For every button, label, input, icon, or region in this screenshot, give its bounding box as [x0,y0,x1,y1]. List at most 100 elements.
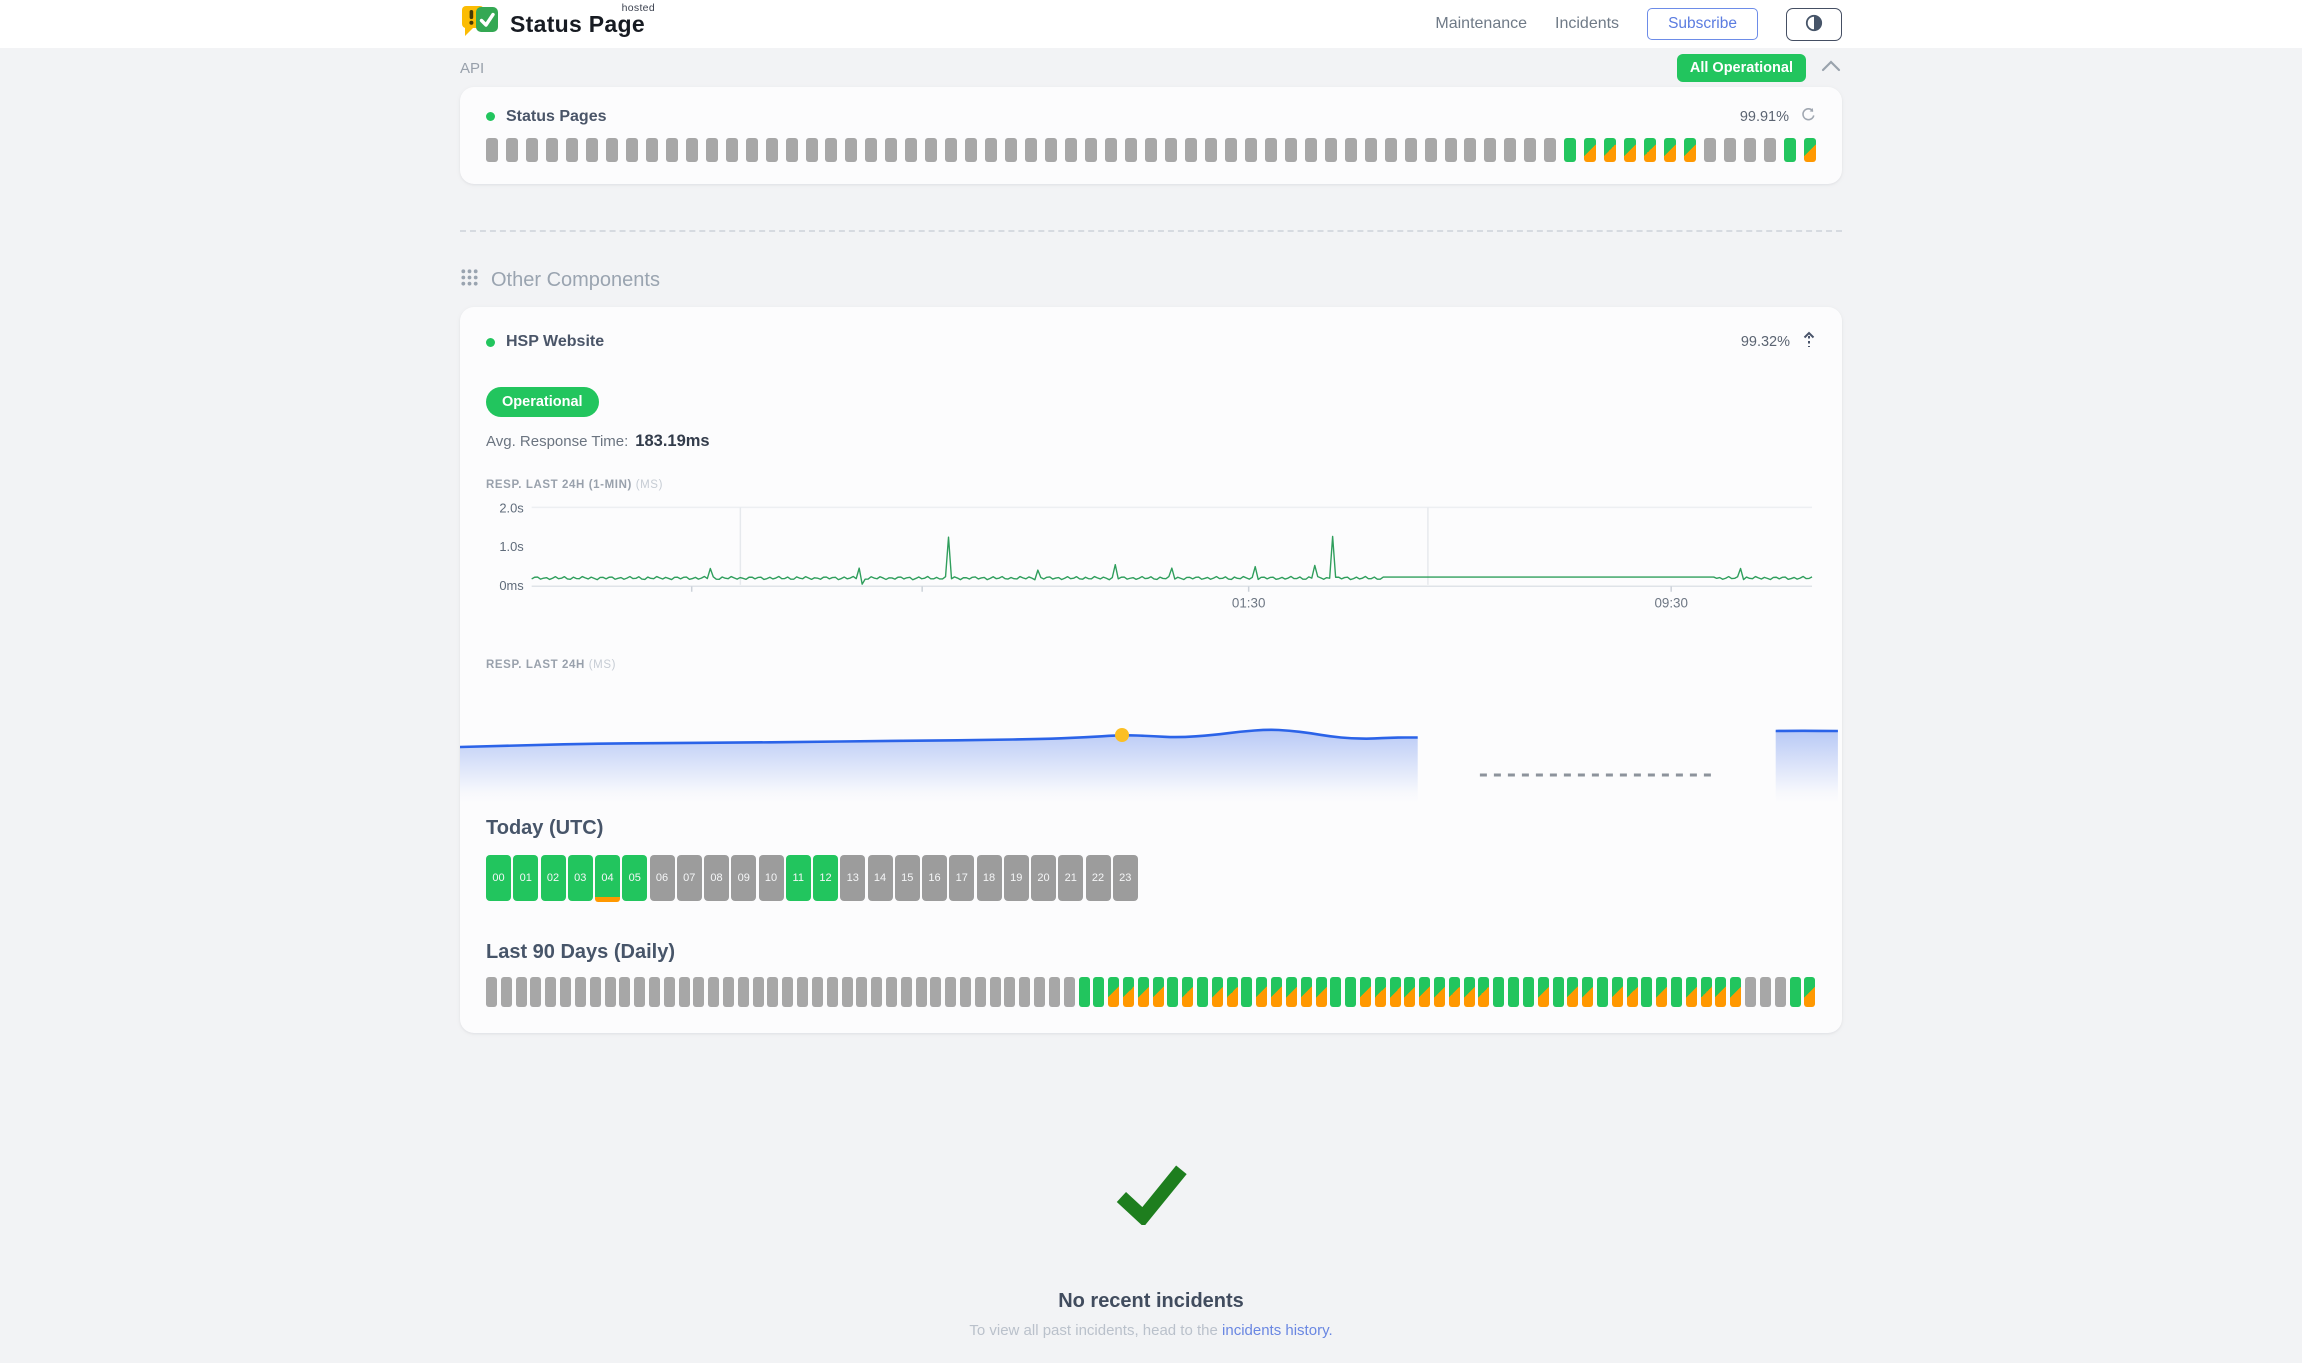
daily-uptime-bar[interactable] [1256,977,1268,1007]
hour-block[interactable]: 08 [704,855,729,901]
theme-toggle-button[interactable] [1786,7,1842,41]
uptime-bar[interactable] [1025,138,1038,162]
uptime-bar[interactable] [1224,138,1237,162]
uptime-bar[interactable] [1105,138,1118,162]
uptime-bar[interactable] [805,138,818,162]
response-avg-area-chart[interactable] [460,685,1842,803]
uptime-bar[interactable] [685,138,698,162]
daily-uptime-bar[interactable] [1745,977,1757,1007]
daily-uptime-bar[interactable] [723,977,734,1007]
uptime-bar[interactable] [1444,138,1457,162]
daily-uptime-bar[interactable] [1182,977,1194,1007]
hour-block[interactable]: 06 [649,855,675,901]
daily-uptime-bar[interactable] [486,977,497,1007]
daily-uptime-bar[interactable] [826,977,838,1007]
uptime-bar[interactable] [865,138,878,162]
hour-block[interactable]: 11 [785,855,811,901]
daily-uptime-bar[interactable] [1493,977,1505,1007]
uptime-bar[interactable] [1764,138,1776,162]
daily-uptime-bar[interactable] [1122,977,1134,1007]
hour-block[interactable]: 16 [922,855,947,901]
daily-uptime-bar[interactable] [930,977,942,1007]
daily-uptime-bar[interactable] [1108,977,1120,1007]
daily-uptime-bar[interactable] [1330,977,1342,1007]
daily-uptime-bar[interactable] [1434,977,1445,1007]
uptime-bar[interactable] [505,138,518,162]
daily-uptime-bar[interactable] [1211,977,1223,1007]
daily-uptime-bar[interactable] [1315,977,1327,1007]
daily-uptime-bar[interactable] [545,977,557,1007]
daily-uptime-bar[interactable] [560,977,572,1007]
subscribe-button[interactable]: Subscribe [1647,8,1758,40]
daily-uptime-bar[interactable] [841,977,853,1007]
hour-block[interactable]: 02 [540,855,566,901]
uptime-bar[interactable] [1085,138,1098,162]
hour-block[interactable]: 09 [731,855,757,901]
daily-uptime-bar[interactable] [1611,977,1623,1007]
uptime-bar[interactable] [525,138,538,162]
daily-uptime-bar[interactable] [1345,977,1357,1007]
uptime-bar[interactable] [1164,138,1177,162]
daily-uptime-bar[interactable] [574,977,586,1007]
hour-block[interactable]: 13 [840,855,866,901]
daily-uptime-bar[interactable] [1537,977,1549,1007]
daily-uptime-bar[interactable] [663,977,675,1007]
uptime-bar[interactable] [1045,138,1058,162]
hour-block[interactable]: 22 [1085,855,1111,901]
daily-uptime-bar[interactable] [1359,977,1371,1007]
daily-uptime-bar[interactable] [989,977,1001,1007]
daily-uptime-bar[interactable] [515,977,527,1007]
hour-block[interactable]: 15 [894,855,920,901]
uptime-bar[interactable] [885,138,898,162]
header-logo[interactable]: Status Page hosted [460,2,655,46]
daily-uptime-bar[interactable] [1789,977,1801,1007]
uptime-bar[interactable] [965,138,978,162]
section-collapse-chevron-icon[interactable] [1820,59,1842,78]
hour-block[interactable]: 03 [567,855,593,901]
hour-block[interactable]: 07 [676,855,702,901]
daily-uptime-bar[interactable] [1389,977,1401,1007]
uptime-bar[interactable] [845,138,858,162]
uptime-bar[interactable] [605,138,618,162]
daily-uptime-bar[interactable] [678,977,690,1007]
daily-uptime-bar[interactable] [1300,977,1312,1007]
daily-uptime-bar[interactable] [1656,977,1668,1007]
uptime-bar[interactable] [985,138,998,162]
uptime-bar[interactable] [1144,138,1157,162]
daily-uptime-bar[interactable] [1448,977,1460,1007]
daily-uptime-bar[interactable] [1552,977,1564,1007]
daily-uptime-bar[interactable] [1226,977,1238,1007]
daily-uptime-bar[interactable] [1419,977,1431,1007]
uptime-bar[interactable] [1484,138,1497,162]
daily-uptime-bar[interactable] [1730,977,1742,1007]
response-time-line-chart[interactable]: 2.0s 1.0s 0ms 01:30 09:30 [486,497,1816,619]
daily-uptime-bar[interactable] [1137,977,1149,1007]
uptime-bar[interactable] [1364,138,1377,162]
daily-uptime-bar[interactable] [1374,977,1386,1007]
hour-block[interactable]: 14 [867,855,893,901]
daily-uptime-bar[interactable] [752,977,764,1007]
daily-uptime-bar[interactable] [1197,977,1208,1007]
uptime-bar[interactable] [825,138,838,162]
uptime-bar[interactable] [705,138,718,162]
daily-uptime-bar[interactable] [589,977,601,1007]
daily-uptime-bar[interactable] [1522,977,1534,1007]
daily-uptime-bar[interactable] [1567,977,1579,1007]
uptime-bar[interactable] [1184,138,1197,162]
refresh-icon[interactable] [1801,107,1816,126]
uptime-bar[interactable] [1404,138,1417,162]
daily-uptime-bar[interactable] [811,977,823,1007]
hour-block[interactable]: 10 [758,855,784,901]
daily-uptime-bar[interactable] [782,977,794,1007]
daily-uptime-bar[interactable] [1715,977,1727,1007]
daily-uptime-bar[interactable] [1004,977,1016,1007]
daily-uptime-bar[interactable] [1774,977,1786,1007]
uptime-bar[interactable] [645,138,658,162]
daily-uptime-bar[interactable] [737,977,749,1007]
uptime-bar[interactable] [785,138,798,162]
uptime-bar[interactable] [1564,138,1577,162]
uptime-bar[interactable] [1803,138,1816,162]
uptime-bar[interactable] [1783,138,1796,162]
uptime-bar[interactable] [745,138,758,162]
uptime-bar[interactable] [1304,138,1317,162]
